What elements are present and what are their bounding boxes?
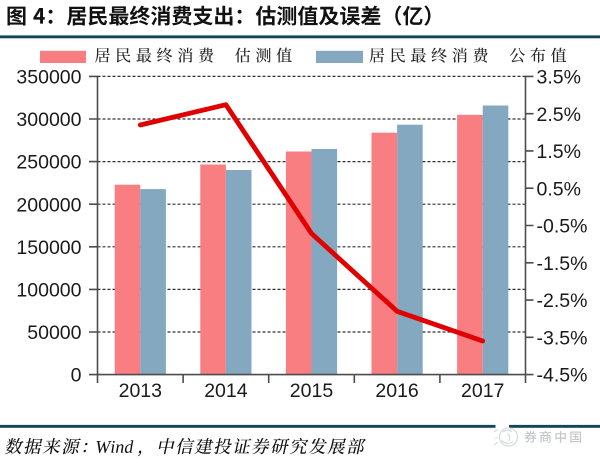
- svg-text:200000: 200000: [16, 194, 81, 216]
- svg-text:0.5%: 0.5%: [537, 178, 581, 200]
- svg-text:3.5%: 3.5%: [537, 67, 581, 89]
- svg-text:-4.5%: -4.5%: [537, 365, 588, 387]
- svg-text:1.5%: 1.5%: [537, 141, 581, 163]
- svg-text:-2.5%: -2.5%: [537, 290, 588, 312]
- svg-text:300000: 300000: [16, 109, 81, 131]
- svg-text:2014: 2014: [204, 380, 248, 402]
- svg-text:350000: 350000: [16, 67, 81, 89]
- svg-text:50000: 50000: [27, 322, 81, 344]
- svg-text:2017: 2017: [461, 380, 504, 402]
- svg-text:2013: 2013: [119, 380, 162, 402]
- svg-text:2015: 2015: [290, 380, 334, 402]
- svg-text:-3.5%: -3.5%: [537, 327, 588, 349]
- svg-text:100000: 100000: [16, 280, 81, 302]
- svg-text:-0.5%: -0.5%: [537, 216, 588, 238]
- svg-text:250000: 250000: [16, 152, 81, 174]
- svg-text:150000: 150000: [16, 237, 81, 259]
- svg-text:0: 0: [71, 365, 82, 387]
- svg-text:2016: 2016: [375, 380, 418, 402]
- svg-text:-1.5%: -1.5%: [537, 253, 588, 275]
- svg-text:2.5%: 2.5%: [537, 104, 581, 126]
